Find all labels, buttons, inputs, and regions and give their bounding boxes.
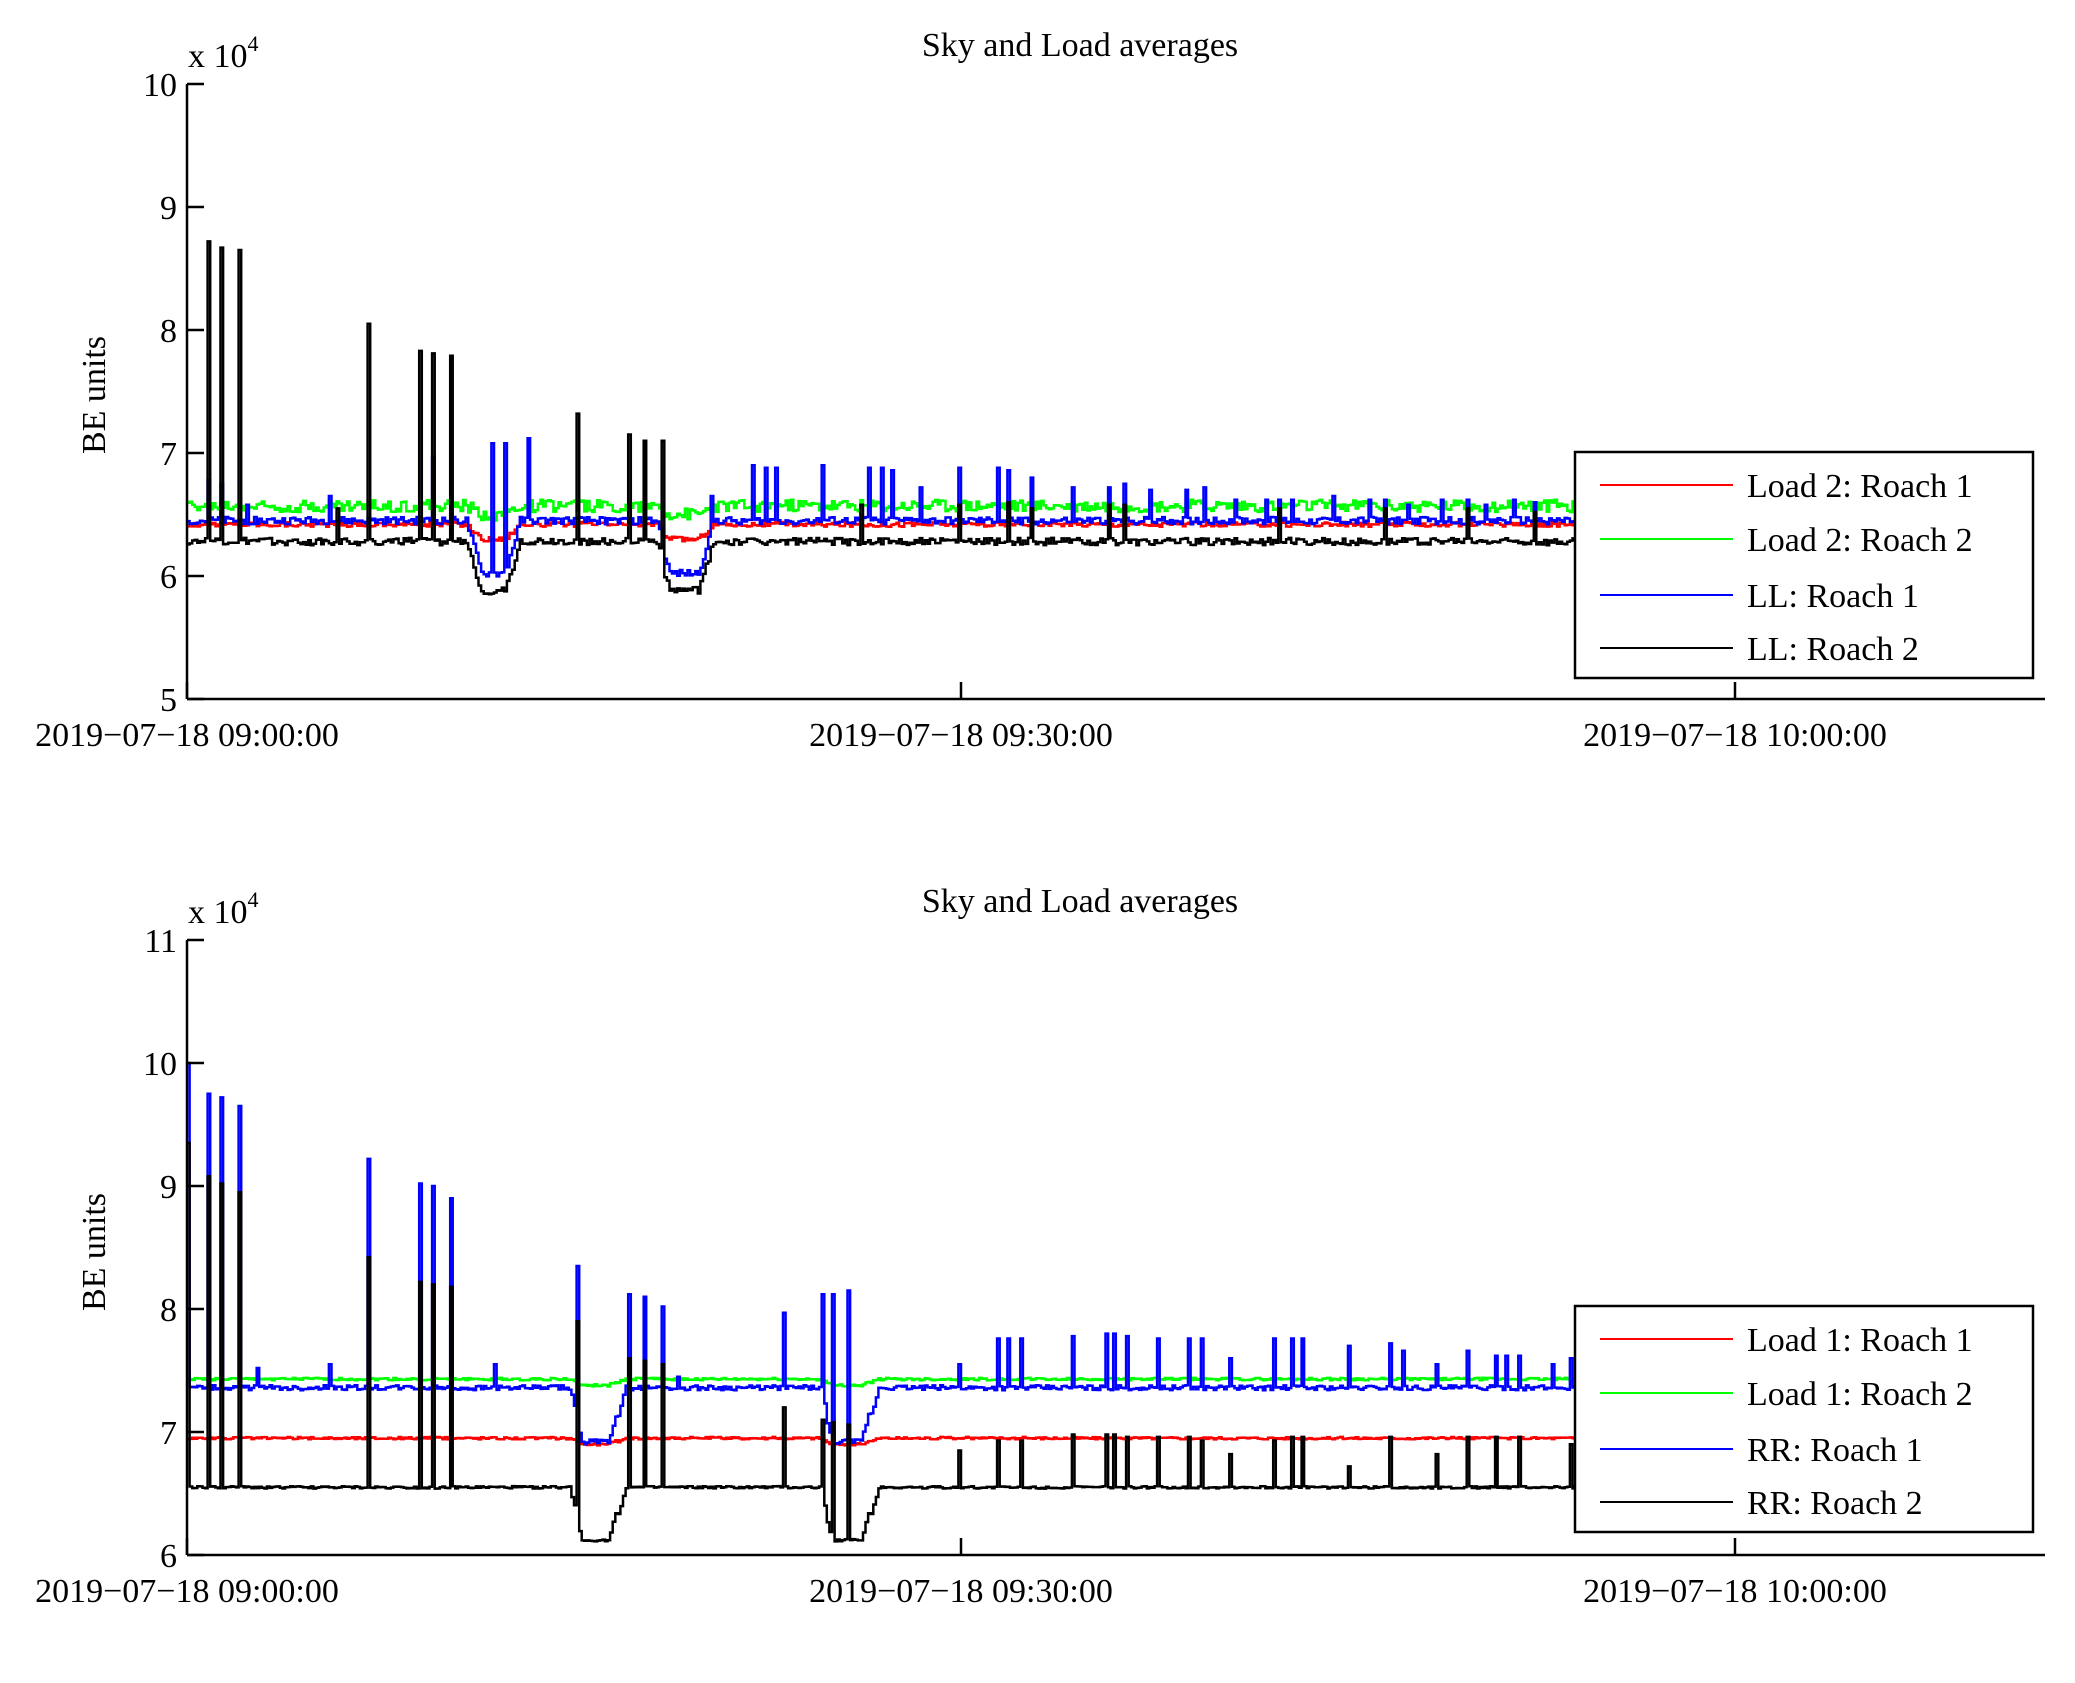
chart-title: Sky and Load averages — [922, 27, 1238, 64]
legend-label: Load 2: Roach 1 — [1747, 468, 1973, 505]
top-chart: Sky and Load averages BE units x 104 5 6 7… — [35, 27, 2045, 754]
y-tick-label: 6 — [160, 559, 177, 596]
legend-item: LL: Roach 2 — [1600, 631, 1919, 668]
series-line-1 — [187, 1435, 1582, 1447]
series-line-3 — [187, 1061, 1582, 1446]
x-tick-label: 2019−07−18 09:00:00 — [35, 1573, 339, 1610]
y-multiplier: x 104 — [188, 31, 259, 75]
x-tick-label: 2019−07−18 10:00:00 — [1583, 1573, 1887, 1610]
series-layer — [187, 1061, 1582, 1543]
legend-item: RR: Roach 2 — [1600, 1485, 1923, 1522]
series-line-4 — [187, 240, 1582, 596]
legend-item: Load 1: Roach 2 — [1600, 1376, 1973, 1413]
bottom-chart: Sky and Load averages BE units x 104 6 7 8… — [35, 883, 2045, 1610]
legend-label: LL: Roach 1 — [1747, 578, 1919, 615]
y-axis-label: BE units — [76, 336, 113, 454]
y-multiplier-base: x 10 — [188, 894, 248, 931]
y-multiplier-base: x 10 — [188, 38, 248, 75]
y-multiplier-exponent: 4 — [248, 31, 259, 56]
series-line-4 — [187, 1141, 1582, 1543]
y-tick-label: 6 — [160, 1538, 177, 1575]
y-tick-label: 5 — [160, 682, 177, 719]
legend-label: Load 2: Roach 2 — [1747, 522, 1973, 559]
legend-item: RR: Roach 1 — [1600, 1432, 1923, 1469]
y-tick-label: 11 — [144, 923, 177, 960]
legend-label: RR: Roach 1 — [1747, 1432, 1923, 1469]
y-tick-label: 8 — [160, 1292, 177, 1329]
y-tick-label: 7 — [160, 436, 177, 473]
x-tick-label: 2019−07−18 09:30:00 — [809, 1573, 1113, 1610]
y-tick-label: 9 — [160, 1169, 177, 1206]
x-tick-label: 2019−07−18 09:30:00 — [809, 717, 1113, 754]
y-tick-label: 7 — [160, 1415, 177, 1452]
chart-title: Sky and Load averages — [922, 883, 1238, 920]
legend-item: LL: Roach 1 — [1600, 578, 1919, 615]
legend: Load 2: Roach 1 Load 2: Roach 2 LL: Roach … — [1573, 450, 2035, 680]
y-multiplier: x 104 — [188, 887, 259, 931]
x-tick-label: 2019−07−18 10:00:00 — [1583, 717, 1887, 754]
legend-item: Load 1: Roach 1 — [1600, 1322, 1973, 1359]
legend-box — [1573, 1304, 2035, 1534]
legend-label: Load 1: Roach 1 — [1747, 1322, 1973, 1359]
y-axis-label: BE units — [76, 1193, 113, 1311]
y-tick-label: 9 — [160, 190, 177, 227]
legend-box — [1573, 450, 2035, 680]
legend-item: Load 2: Roach 2 — [1600, 522, 1973, 559]
y-tick-label: 10 — [143, 67, 177, 104]
y-multiplier-exponent: 4 — [248, 887, 259, 912]
legend-label: RR: Roach 2 — [1747, 1485, 1923, 1522]
series-layer — [187, 240, 1582, 596]
x-tick-label: 2019−07−18 09:00:00 — [35, 717, 339, 754]
axes: 5 6 7 8 9 10 2019−07−18 09:00:00 2019−07−18 09:… — [35, 67, 2045, 754]
legend-item: Load 2: Roach 1 — [1600, 468, 1973, 505]
legend: Load 1: Roach 1 Load 1: Roach 2 RR: Roach … — [1573, 1304, 2035, 1534]
legend-label: LL: Roach 2 — [1747, 631, 1919, 668]
y-tick-label: 10 — [143, 1046, 177, 1083]
legend-label: Load 1: Roach 2 — [1747, 1376, 1973, 1413]
axes: 6 7 8 9 10 11 2019−07−18 09:00:00 2019−07−18 09… — [35, 923, 2045, 1610]
y-tick-label: 8 — [160, 313, 177, 350]
series-line-3 — [187, 436, 1582, 578]
